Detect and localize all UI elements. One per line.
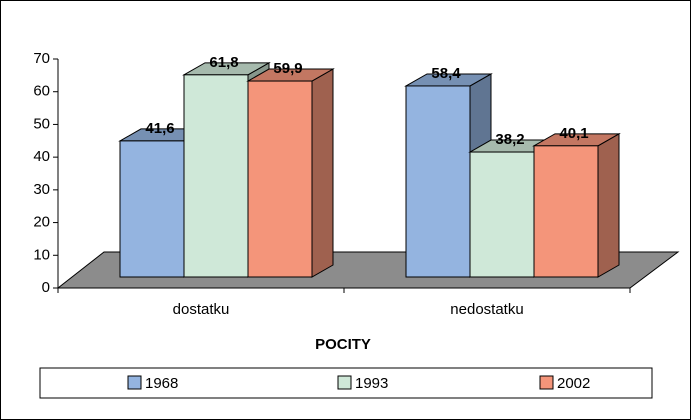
bar: [405, 85, 471, 278]
x-axis-title: POCITY: [315, 336, 371, 353]
bar: [119, 140, 185, 278]
y-tick-label: 30: [33, 181, 50, 198]
value-label: 41,6: [145, 120, 174, 137]
y-tick-label: 0: [42, 279, 50, 296]
legend-label: 2002: [557, 375, 590, 392]
value-label: 61,8: [209, 54, 238, 71]
legend-swatch: [539, 375, 554, 390]
bar-side: [311, 68, 334, 278]
bar: [533, 145, 599, 278]
value-label: 38,2: [495, 131, 524, 148]
bar: [183, 74, 249, 278]
legend-label: 1993: [355, 375, 388, 392]
y-tick-label: 70: [33, 50, 50, 67]
legend-label: 1968: [145, 375, 178, 392]
bar: [469, 151, 535, 278]
y-tick-label: 10: [33, 246, 50, 263]
bar: [247, 80, 313, 278]
value-label: 40,1: [559, 125, 588, 142]
y-tick-label: 40: [33, 148, 50, 165]
x-tick-label: nedostatku: [450, 301, 523, 318]
y-tick-label: 50: [33, 115, 50, 132]
y-tick-label: 60: [33, 83, 50, 100]
y-tick-label: 20: [33, 214, 50, 231]
legend-swatch: [337, 375, 352, 390]
value-label: 59,9: [273, 60, 302, 77]
legend-swatch: [127, 375, 142, 390]
x-tick-label: dostatku: [173, 301, 230, 318]
value-label: 58,4: [431, 65, 461, 82]
bar-side: [597, 132, 620, 278]
